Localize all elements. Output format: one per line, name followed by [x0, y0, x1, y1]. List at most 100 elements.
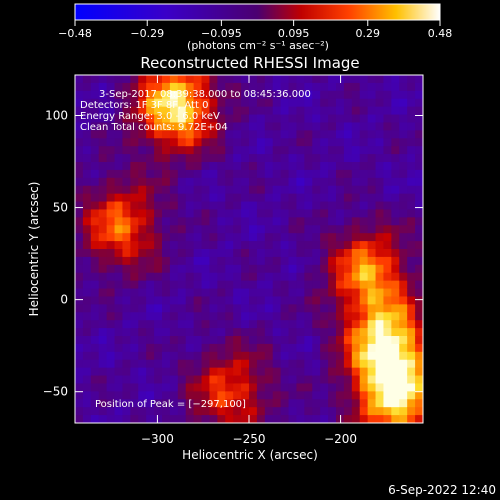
heatmap-cell: [399, 114, 408, 124]
heatmap-cell: [193, 296, 203, 305]
heatmap-cell: [233, 312, 242, 321]
heatmap-cell: [264, 415, 274, 423]
heatmap-cell: [407, 98, 416, 108]
heatmap-cell: [256, 296, 266, 305]
heatmap-cell: [359, 383, 369, 392]
heatmap-cell: [82, 304, 92, 313]
heatmap-cell: [146, 343, 155, 353]
heatmap-cell: [351, 320, 361, 329]
heatmap-cell: [114, 256, 124, 266]
heatmap-cell: [162, 312, 171, 321]
heatmap-cell: [82, 209, 92, 218]
heatmap-cell: [343, 391, 353, 400]
heatmap-cell: [336, 122, 345, 131]
heatmap-cell: [106, 217, 116, 226]
heatmap-cell: [367, 114, 377, 124]
heatmap-cell: [375, 162, 385, 171]
heatmap-cell: [367, 343, 377, 353]
heatmap-cell: [367, 280, 377, 290]
heatmap-cell: [154, 288, 163, 298]
heatmap-cell: [225, 407, 234, 416]
heatmap-cell: [249, 130, 258, 139]
heatmap-cell: [399, 130, 408, 139]
heatmap-cell: [185, 304, 195, 313]
heatmap-cell: [367, 75, 377, 84]
heatmap-cell: [82, 312, 92, 321]
heatmap-cell: [225, 367, 234, 377]
heatmap-cell: [162, 138, 171, 147]
heatmap-cell: [296, 233, 305, 242]
heatmap-cell: [217, 256, 226, 266]
heatmap-cell: [209, 233, 218, 242]
heatmap-cell: [193, 264, 203, 274]
heatmap-cell: [90, 280, 100, 290]
heatmap-cell: [138, 75, 147, 84]
heatmap-cell: [177, 256, 187, 266]
heatmap-cell: [114, 336, 124, 345]
heatmap-cell: [154, 75, 163, 84]
heatmap-cell: [272, 82, 282, 92]
heatmap-cell: [256, 241, 266, 250]
heatmap-cell: [185, 256, 195, 266]
heatmap-cell: [233, 233, 242, 242]
heatmap-cell: [328, 98, 337, 108]
heatmap-cell: [193, 114, 203, 124]
heatmap-cell: [256, 193, 266, 203]
y-tick-label: 0: [60, 293, 68, 307]
heatmap-cell: [336, 351, 345, 361]
heatmap-cell: [312, 367, 321, 377]
heatmap-cell: [154, 114, 163, 124]
heatmap-cell: [256, 90, 266, 100]
heatmap-cell: [383, 375, 392, 385]
heatmap-cell: [122, 130, 131, 139]
heatmap-cell: [336, 399, 345, 408]
heatmap-cell: [209, 391, 218, 400]
heatmap-cell: [288, 106, 298, 116]
heatmap-cell: [272, 185, 282, 195]
heatmap-cell: [336, 304, 345, 313]
heatmap-cell: [154, 98, 163, 108]
heatmap-cell: [328, 217, 337, 226]
heatmap-cell: [217, 343, 226, 353]
heatmap-cell: [177, 367, 187, 377]
heatmap-cell: [193, 351, 203, 361]
heatmap-cell: [201, 359, 211, 369]
heatmap-cell: [169, 114, 179, 124]
heatmap-cell: [391, 399, 400, 408]
heatmap-cell: [272, 177, 282, 187]
heatmap-cell: [256, 399, 266, 408]
heatmap-cell: [82, 280, 92, 290]
heatmap-cell: [122, 367, 131, 377]
heatmap-cell: [336, 82, 345, 92]
heatmap-cell: [304, 177, 313, 187]
heatmap-cell: [185, 415, 195, 423]
heatmap-cell: [249, 264, 258, 274]
heatmap-cell: [343, 359, 353, 369]
heatmap-cell: [359, 75, 369, 84]
heatmap-cell: [169, 233, 179, 242]
heatmap-cell: [351, 162, 361, 171]
heatmap-cell: [399, 225, 408, 234]
heatmap-cell: [343, 288, 353, 298]
heatmap-cell: [90, 75, 100, 84]
colorbar-tick-label: −0.29: [130, 27, 164, 40]
heatmap-cell: [241, 249, 250, 258]
heatmap-cell: [343, 343, 353, 353]
heatmap-cell: [90, 375, 100, 385]
heatmap-cell: [106, 399, 116, 408]
heatmap-cell: [415, 233, 423, 242]
heatmap-cell: [106, 407, 116, 416]
heatmap-cell: [169, 130, 179, 139]
heatmap-cell: [114, 169, 124, 179]
heatmap-cell: [169, 193, 179, 203]
heatmap-cell: [383, 367, 392, 377]
heatmap-cell: [351, 256, 361, 266]
heatmap-cell: [415, 272, 423, 282]
heatmap-cell: [391, 193, 400, 203]
heatmap-cell: [106, 106, 116, 116]
y-tick-label: 100: [45, 109, 68, 123]
heatmap-cell: [185, 177, 195, 187]
heatmap-cell: [415, 312, 423, 321]
heatmap-cell: [359, 391, 369, 400]
heatmap-cell: [288, 343, 298, 353]
